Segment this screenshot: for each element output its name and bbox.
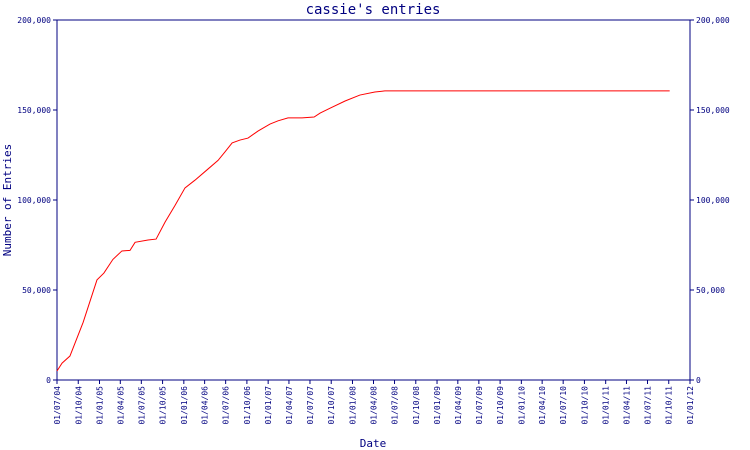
- y-tick-label: 0: [46, 376, 51, 385]
- x-tick-label: 01/10/06: [243, 386, 252, 425]
- x-tick-label: 01/01/09: [433, 386, 442, 425]
- y2-tick-label: 50,000: [696, 286, 725, 295]
- x-tick-label: 01/10/08: [412, 386, 421, 425]
- x-tick-label: 01/01/11: [602, 386, 611, 425]
- x-tick-label: 01/07/07: [306, 386, 315, 425]
- x-tick-label: 01/04/11: [622, 386, 631, 425]
- y2-tick-label: 200,000: [696, 16, 730, 25]
- x-tick-label: 01/07/04: [53, 386, 62, 425]
- y-tick-label: 150,000: [17, 106, 51, 115]
- x-tick-label: 01/01/06: [180, 386, 189, 425]
- x-tick-label: 01/01/10: [517, 386, 526, 425]
- y-tick-label: 100,000: [17, 196, 51, 205]
- x-tick-label: 01/07/09: [475, 386, 484, 425]
- x-tick-label: 01/10/05: [159, 386, 168, 425]
- x-tick-label: 01/07/10: [559, 386, 568, 425]
- x-tick-label: 01/04/05: [116, 386, 125, 425]
- plot-frame: [56, 19, 691, 381]
- x-tick-label: 01/04/08: [370, 386, 379, 425]
- x-axis-label: Date: [360, 437, 387, 450]
- x-tick-label: 01/07/11: [643, 386, 652, 425]
- x-tick-label: 01/01/12: [686, 386, 695, 425]
- chart-title: cassie's entries: [306, 2, 441, 18]
- x-tick-label: 01/10/11: [665, 386, 674, 425]
- x-tick-label: 01/04/06: [201, 386, 210, 425]
- y2-tick-label: 150,000: [696, 106, 730, 115]
- x-tick-label: 01/10/09: [496, 386, 505, 425]
- x-tick-label: 01/07/05: [137, 386, 146, 425]
- x-tick-label: 01/04/07: [285, 386, 294, 425]
- x-tick-label: 01/07/06: [222, 386, 231, 425]
- y-tick-label: 50,000: [22, 286, 51, 295]
- y-axis-label: Number of Entries: [1, 144, 14, 257]
- x-tick-label: 01/01/07: [264, 386, 273, 425]
- x-tick-label: 01/01/05: [96, 386, 105, 425]
- y-tick-label: 200,000: [17, 16, 51, 25]
- x-tick-label: 01/10/10: [580, 386, 589, 425]
- y2-tick-label: 100,000: [696, 196, 730, 205]
- x-tick-label: 01/01/08: [348, 386, 357, 425]
- x-tick-label: 01/04/09: [454, 386, 463, 425]
- x-tick-label: 01/07/08: [391, 386, 400, 425]
- x-tick-label: 01/10/07: [327, 386, 336, 425]
- x-tick-label: 01/10/04: [74, 386, 83, 425]
- y2-tick-label: 0: [696, 376, 701, 385]
- data-line: [56, 90, 670, 372]
- x-tick-label: 01/04/10: [538, 386, 547, 425]
